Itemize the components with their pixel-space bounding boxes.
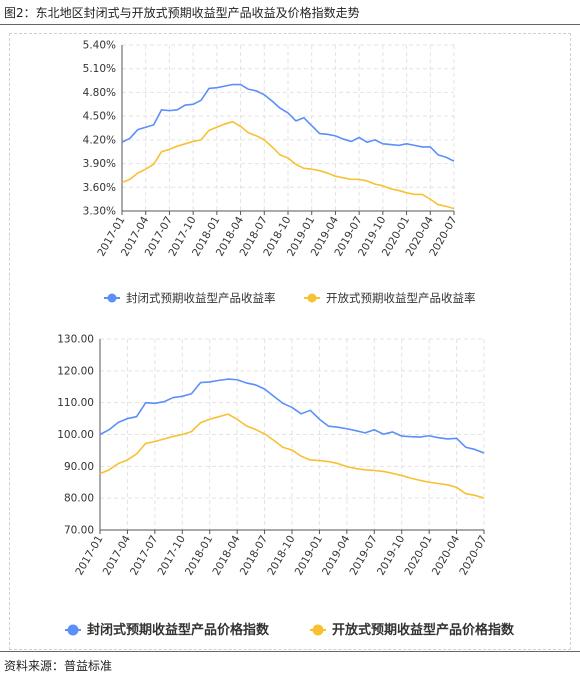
y-tick-label: 90.00 xyxy=(64,461,94,473)
figure-title: 图2：东北地区封闭式与开放式预期收益型产品收益及价格指数走势 xyxy=(4,6,360,20)
series-line-open xyxy=(121,120,455,210)
legend-label: 开放式预期收益型产品收益率 xyxy=(326,291,476,305)
y-tick-label: 130.00 xyxy=(57,334,94,346)
legend-swatch-dot xyxy=(107,293,117,303)
series-line-open xyxy=(99,413,485,499)
y-tick-label: 80.00 xyxy=(64,493,94,505)
y-tick-label: 5.10% xyxy=(83,63,116,75)
y-tick-label: 120.00 xyxy=(57,365,94,377)
legend-label: 封闭式预期收益型产品收益率 xyxy=(126,291,276,305)
source-note: 资料来源：普益标准 xyxy=(4,659,113,673)
series-line-closed xyxy=(121,83,455,162)
y-tick-label: 3.90% xyxy=(83,158,116,170)
legend-swatch-dot xyxy=(67,624,79,636)
legend-label: 开放式预期收益型产品价格指数 xyxy=(332,622,515,638)
legend-label: 封闭式预期收益型产品价格指数 xyxy=(87,622,270,638)
legend-swatch-dot xyxy=(312,624,324,636)
legend-item-open[interactable]: 开放式预期收益型产品价格指数 xyxy=(310,622,515,638)
y-tick-label: 3.60% xyxy=(83,182,116,194)
legend-swatch-dot xyxy=(307,293,317,303)
y-tick-label: 110.00 xyxy=(57,397,94,409)
y-tick-label: 5.40% xyxy=(83,40,116,52)
y-tick-label: 4.50% xyxy=(83,111,116,123)
bottom-rule xyxy=(0,651,580,652)
legend-item-open[interactable]: 开放式预期收益型产品收益率 xyxy=(304,291,476,305)
series-line-closed xyxy=(99,378,485,454)
y-tick-label: 3.30% xyxy=(83,206,116,218)
y-tick-label: 70.00 xyxy=(64,525,94,537)
price-index-chart: 70.00 80.00 90.00 100.00 110.00 120.00 130.00 2… xyxy=(57,334,515,639)
legend-item-closed[interactable]: 封闭式预期收益型产品收益率 xyxy=(104,291,276,305)
y-tick-label: 4.80% xyxy=(83,87,116,99)
yield-chart: 3.30% 3.60% 3.90% 4.20% 4.50% 4.80% 5.10% 5.40%… xyxy=(83,40,476,306)
x-tick-label: 2020-07 xyxy=(457,534,489,578)
chart-frame xyxy=(9,33,571,650)
y-tick-label: 4.20% xyxy=(83,134,116,146)
title-rule xyxy=(0,24,580,25)
y-tick-label: 100.00 xyxy=(57,429,94,441)
legend-item-closed[interactable]: 封闭式预期收益型产品价格指数 xyxy=(65,622,270,638)
